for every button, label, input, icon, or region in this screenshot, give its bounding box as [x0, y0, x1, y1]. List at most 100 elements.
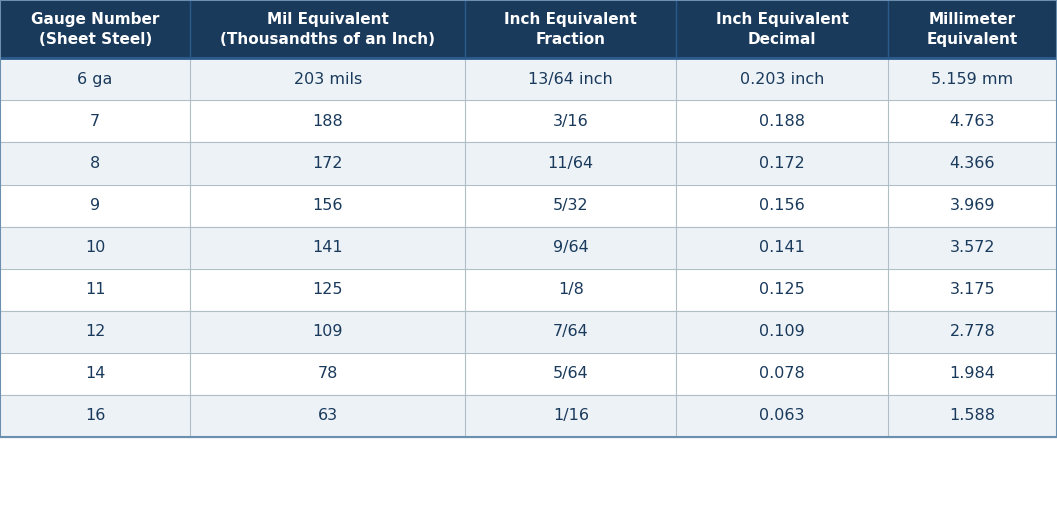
Text: 5/32: 5/32	[553, 198, 589, 213]
Text: 3.969: 3.969	[949, 198, 996, 213]
Text: 9: 9	[90, 198, 100, 213]
Bar	[465, 395, 676, 437]
Text: 4.366: 4.366	[949, 156, 996, 171]
Bar	[0, 311, 190, 353]
Text: 6 ga: 6 ga	[77, 72, 113, 87]
Bar	[465, 185, 676, 227]
Text: 3.175: 3.175	[949, 282, 996, 297]
Bar	[190, 0, 465, 58]
Bar	[190, 269, 465, 311]
Text: 13/64 inch: 13/64 inch	[528, 72, 613, 87]
Bar	[676, 58, 888, 100]
Bar	[888, 395, 1057, 437]
Text: 11/64: 11/64	[548, 156, 594, 171]
Text: Mil Equivalent
(Thousandths of an Inch): Mil Equivalent (Thousandths of an Inch)	[220, 12, 435, 47]
Bar	[676, 100, 888, 142]
Text: Inch Equivalent
Fraction: Inch Equivalent Fraction	[504, 12, 637, 47]
Text: 4.763: 4.763	[949, 114, 996, 129]
Bar	[190, 395, 465, 437]
Bar	[190, 353, 465, 395]
Text: 1.588: 1.588	[949, 409, 996, 423]
Bar	[888, 311, 1057, 353]
Bar	[676, 185, 888, 227]
Text: 1/16: 1/16	[553, 409, 589, 423]
Bar	[465, 100, 676, 142]
Bar	[190, 100, 465, 142]
Bar	[190, 58, 465, 100]
Bar	[465, 142, 676, 185]
Bar	[0, 269, 190, 311]
Text: 0.156: 0.156	[759, 198, 805, 213]
Text: 141: 141	[313, 240, 342, 255]
Text: Millimeter
Equivalent: Millimeter Equivalent	[927, 12, 1018, 47]
Bar	[190, 227, 465, 269]
Text: 188: 188	[312, 114, 344, 129]
Bar	[888, 185, 1057, 227]
Text: 203 mils: 203 mils	[294, 72, 361, 87]
Bar	[0, 0, 1057, 437]
Bar	[465, 227, 676, 269]
Text: 3.572: 3.572	[949, 240, 996, 255]
Bar	[888, 227, 1057, 269]
Bar	[676, 311, 888, 353]
Text: 0.063: 0.063	[759, 409, 805, 423]
Text: 2.778: 2.778	[949, 324, 996, 339]
Text: 1/8: 1/8	[558, 282, 583, 297]
Bar	[676, 395, 888, 437]
Bar	[0, 395, 190, 437]
Bar	[465, 269, 676, 311]
Text: 8: 8	[90, 156, 100, 171]
Text: 1.984: 1.984	[949, 367, 996, 381]
Bar	[465, 0, 676, 58]
Bar	[465, 353, 676, 395]
Bar	[0, 185, 190, 227]
Text: Gauge Number
(Sheet Steel): Gauge Number (Sheet Steel)	[31, 12, 160, 47]
Text: 125: 125	[313, 282, 342, 297]
Text: Inch Equivalent
Decimal: Inch Equivalent Decimal	[716, 12, 849, 47]
Text: 0.203 inch: 0.203 inch	[740, 72, 824, 87]
Bar	[465, 311, 676, 353]
Bar	[0, 142, 190, 185]
Text: 14: 14	[85, 367, 106, 381]
Bar	[676, 142, 888, 185]
Bar	[676, 269, 888, 311]
Text: 63: 63	[317, 409, 338, 423]
Bar	[190, 142, 465, 185]
Bar	[888, 100, 1057, 142]
Bar	[888, 142, 1057, 185]
Text: 0.172: 0.172	[759, 156, 805, 171]
Bar	[888, 0, 1057, 58]
Text: 5/64: 5/64	[553, 367, 589, 381]
Text: 156: 156	[313, 198, 342, 213]
Text: 0.125: 0.125	[759, 282, 805, 297]
Bar	[676, 353, 888, 395]
Text: 0.141: 0.141	[759, 240, 805, 255]
Text: 0.188: 0.188	[759, 114, 805, 129]
Bar	[0, 353, 190, 395]
Bar	[0, 58, 190, 100]
Text: 11: 11	[85, 282, 106, 297]
Text: 109: 109	[313, 324, 342, 339]
Text: 78: 78	[317, 367, 338, 381]
Bar	[0, 227, 190, 269]
Text: 172: 172	[313, 156, 342, 171]
Bar	[0, 0, 190, 58]
Text: 12: 12	[85, 324, 106, 339]
Bar	[190, 185, 465, 227]
Text: 16: 16	[85, 409, 106, 423]
Text: 7/64: 7/64	[553, 324, 589, 339]
Text: 3/16: 3/16	[553, 114, 589, 129]
Text: 7: 7	[90, 114, 100, 129]
Text: 0.109: 0.109	[759, 324, 805, 339]
Text: 10: 10	[85, 240, 106, 255]
Bar	[190, 311, 465, 353]
Bar	[888, 58, 1057, 100]
Bar	[0, 100, 190, 142]
Bar	[888, 269, 1057, 311]
Text: 0.078: 0.078	[759, 367, 805, 381]
Text: 5.159 mm: 5.159 mm	[931, 72, 1014, 87]
Bar	[888, 353, 1057, 395]
Bar	[676, 227, 888, 269]
Text: 9/64: 9/64	[553, 240, 589, 255]
Bar	[676, 0, 888, 58]
